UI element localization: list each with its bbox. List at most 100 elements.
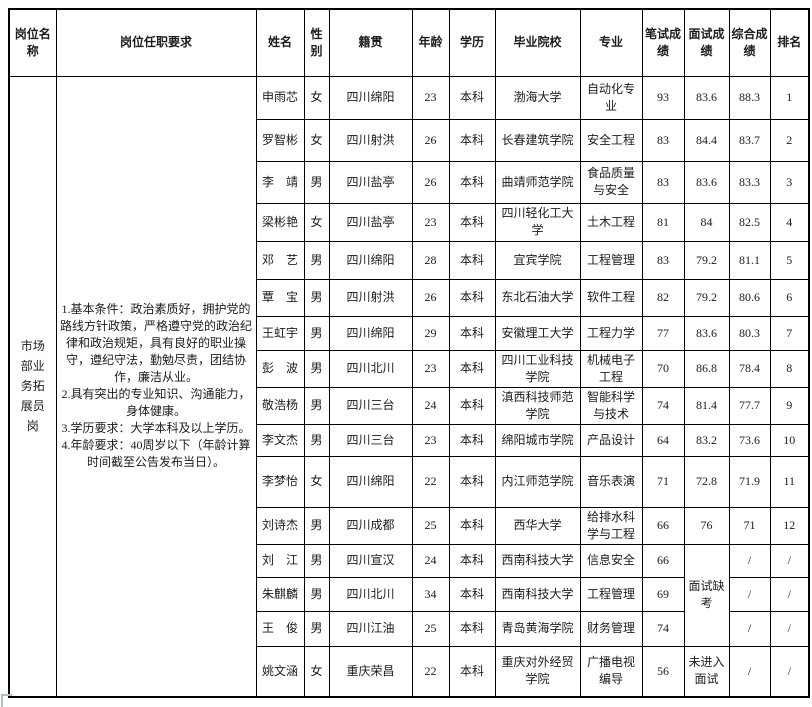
cell-major: 广播电视编导 [579,645,643,698]
cell-age: 29 [411,315,450,351]
cell-written-score: 81 [641,202,685,242]
cell-major: 食品质量与安全 [579,160,643,204]
cell-major: 自动化专业 [579,75,643,120]
cell-rank: 1 [769,75,810,120]
cell-major: 安全工程 [579,118,643,162]
cell-school: 内江师范学院 [494,455,581,508]
position-requirements-cell: 1.基本条件：政治素质好，拥护党的路线方针政策，严格遵守党的政治纪律和政治规矩，… [55,75,257,698]
cell-written-score: 83 [641,160,685,204]
cell-education: 本科 [448,610,496,647]
cell-rank: 5 [769,240,810,280]
cell-hometown: 四川盐亭 [328,202,413,242]
cell-major: 工程力学 [579,315,643,351]
table-row: 邓 艺男四川绵阳 28 本科 宜宾学院 工程管理 83 79.2 81.1 5 [9,240,810,280]
cell-overall-score: 80.3 [728,315,771,351]
table-row: 罗智彬女四川射洪 26 本科 长春建筑学院 安全工程 83 84.4 83.7 2 [9,118,810,162]
table-row: 覃 宝男四川射洪 26 本科 东北石油大学 软件工程 82 79.2 80.6 6 [9,278,810,317]
partial-element-bottom-left [1,694,12,707]
header-interview-score: 面试成绩 [683,8,730,77]
header-major: 专业 [579,8,643,77]
cell-age: 24 [411,543,450,578]
header-overall-score: 综合成绩 [728,8,771,77]
header-age: 年龄 [411,8,450,77]
cell-written-score: 93 [641,75,685,120]
cell-name: 梁彬艳 [255,202,305,242]
cell-name: 邓 艺 [255,240,305,280]
cell-interview-score: 84.4 [683,118,730,162]
cell-rank: / [769,543,810,578]
header-position-name: 岗位名称 [8,8,57,77]
cell-overall-score: 73.6 [728,423,771,457]
cell-name: 申雨芯 [255,75,305,120]
table-row: 李梦怡女四川绵阳 22 本科 内江师范学院 音乐表演 71 72.8 71.9 11 [9,455,810,508]
cell-age: 26 [411,160,450,204]
cell-age: 28 [411,240,450,280]
cell-school: 渤海大学 [494,75,581,120]
cell-rank: 4 [769,202,810,242]
cell-hometown: 四川宣汉 [328,543,413,578]
cell-age: 26 [411,278,450,317]
cell-overall-score: 80.6 [728,278,771,317]
cell-interview-score: 72.8 [683,455,730,508]
cell-major: 机械电子工程 [579,349,643,388]
cell-written-score: 64 [641,423,685,457]
cell-major: 音乐表演 [579,455,643,508]
cell-rank: 11 [769,455,810,508]
cell-interview-score: 79.2 [683,240,730,280]
cell-school: 西南科技大学 [494,543,581,578]
cell-gender: 男 [303,160,330,204]
cell-name: 敬浩杨 [255,386,305,425]
cell-gender: 女 [303,645,330,698]
cell-education: 本科 [448,75,496,120]
cell-hometown: 四川三台 [328,386,413,425]
cell-school: 四川工业科技学院 [494,349,581,388]
cell-age: 22 [411,645,450,698]
cell-name: 刘诗杰 [255,506,305,545]
cell-gender: 男 [303,278,330,317]
cell-gender: 男 [303,506,330,545]
cell-interview-score: 81.4 [683,386,730,425]
header-gender: 性别 [303,8,330,77]
cell-gender: 男 [303,576,330,612]
table-row: 朱麒麟男四川北川 34 本科 西南科技大学 工程管理 69 // [9,576,810,612]
cell-name: 朱麒麟 [255,576,305,612]
cell-written-score: 74 [641,610,685,647]
table-row: 王虹宇男四川绵阳 29 本科 安徽理工大学 工程力学 77 83.6 80.3 7 [9,315,810,351]
cell-gender: 女 [303,118,330,162]
position-name: 市场部业务拓展员岗 [20,339,45,434]
cell-rank: 2 [769,118,810,162]
cell-written-score: 83 [641,118,685,162]
header-hometown: 籍贯 [328,8,413,77]
cell-written-score: 74 [641,386,685,425]
cell-name: 覃 宝 [255,278,305,317]
cell-gender: 男 [303,543,330,578]
cell-major: 信息安全 [579,543,643,578]
cell-rank: 6 [769,278,810,317]
cell-rank: 12 [769,506,810,545]
cell-major: 财务管理 [579,610,643,647]
cell-education: 本科 [448,506,496,545]
table-row: 刘 江男四川宣汉 24 本科 西南科技大学 信息安全 66 面试缺考 / / [9,543,810,647]
cell-major: 软件工程 [579,278,643,317]
cell-interview-score: 86.8 [683,349,730,388]
cell-age: 23 [411,349,450,388]
cell-written-score: 71 [641,455,685,508]
cell-hometown: 四川绵阳 [328,240,413,280]
cell-school: 宜宾学院 [494,240,581,280]
cell-major: 智能科学与技术 [579,386,643,425]
cell-school: 长春建筑学院 [494,118,581,162]
cell-overall-score: 77.7 [728,386,771,425]
cell-gender: 女 [303,455,330,508]
cell-education: 本科 [448,386,496,425]
header-education: 学历 [448,8,496,77]
cell-education: 本科 [448,423,496,457]
cell-rank: 9 [769,386,810,425]
cell-gender: 男 [303,423,330,457]
cell-education: 本科 [448,543,496,578]
cell-hometown: 四川绵阳 [328,455,413,508]
cell-interview-score: 83.6 [683,315,730,351]
cell-gender: 女 [303,75,330,120]
cell-name: 王虹宇 [255,315,305,351]
cell-written-score: 70 [641,349,685,388]
cell-overall-score: / [728,576,771,612]
